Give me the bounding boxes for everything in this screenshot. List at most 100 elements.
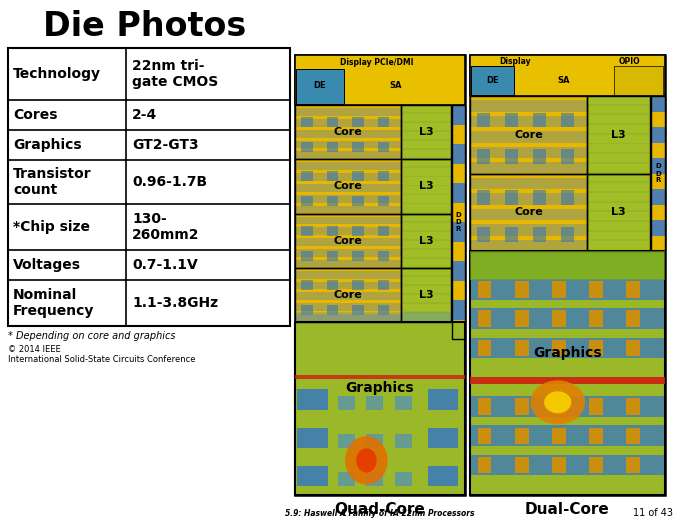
Text: Graphics: Graphics <box>533 346 602 360</box>
Bar <box>401 302 451 313</box>
Bar <box>401 230 451 241</box>
Bar <box>589 281 603 298</box>
Bar <box>477 227 490 242</box>
Bar <box>626 457 639 473</box>
Ellipse shape <box>356 448 376 472</box>
Bar <box>452 222 465 242</box>
Bar <box>587 123 650 135</box>
Bar <box>470 131 587 142</box>
Bar <box>327 117 338 127</box>
Bar <box>401 284 451 295</box>
Text: *Chip size: *Chip size <box>13 220 90 234</box>
Bar <box>295 351 465 370</box>
Text: DE: DE <box>313 82 326 90</box>
Text: 0.96-1.7B: 0.96-1.7B <box>132 175 207 189</box>
Bar <box>626 427 639 444</box>
Bar <box>587 210 650 222</box>
Bar <box>515 457 528 473</box>
Bar <box>533 150 546 164</box>
Bar <box>626 281 639 298</box>
Bar <box>295 105 401 159</box>
Bar <box>295 322 465 370</box>
Bar <box>295 260 401 268</box>
Bar <box>471 454 664 475</box>
Bar <box>452 320 465 339</box>
Bar <box>295 159 401 213</box>
Text: 130-
260mm2: 130- 260mm2 <box>132 212 199 242</box>
Bar <box>301 225 313 235</box>
Bar <box>338 396 355 410</box>
Bar <box>552 457 565 473</box>
Text: Nominal
Frequency: Nominal Frequency <box>13 288 94 318</box>
Text: Core: Core <box>514 130 543 140</box>
Bar <box>589 398 603 415</box>
Bar <box>327 305 338 315</box>
Bar <box>587 152 650 164</box>
Bar <box>401 213 451 268</box>
Bar <box>353 142 364 152</box>
Bar <box>401 221 451 232</box>
Text: Transistor
count: Transistor count <box>13 167 92 197</box>
Bar <box>651 235 665 251</box>
Bar <box>515 66 612 95</box>
Bar <box>515 69 612 73</box>
Bar <box>470 55 665 96</box>
Bar <box>353 251 364 261</box>
Bar <box>470 96 587 174</box>
Bar <box>452 300 465 320</box>
Text: Graphics: Graphics <box>13 138 81 152</box>
Bar <box>353 280 364 290</box>
Text: * Depending on core and graphics: * Depending on core and graphics <box>8 331 176 341</box>
Bar <box>478 281 492 298</box>
Bar <box>477 150 490 164</box>
Bar <box>471 396 664 417</box>
Bar <box>478 427 492 444</box>
Bar <box>401 293 451 304</box>
Text: Cores: Cores <box>13 108 58 122</box>
Bar <box>401 268 451 322</box>
Bar <box>295 184 401 192</box>
Bar <box>295 314 401 322</box>
Bar <box>587 191 650 202</box>
Bar <box>353 225 364 235</box>
Bar <box>401 311 451 322</box>
Bar <box>587 142 650 154</box>
Text: Die Photos: Die Photos <box>43 9 247 42</box>
Bar <box>428 427 458 448</box>
Bar <box>587 133 650 144</box>
Bar <box>295 342 465 361</box>
Text: OPIO: OPIO <box>619 56 641 66</box>
Bar <box>587 201 650 212</box>
Bar <box>295 105 401 159</box>
Bar <box>651 189 665 204</box>
Bar <box>366 472 383 486</box>
Bar <box>587 96 650 174</box>
Text: DE: DE <box>486 76 499 85</box>
Bar <box>344 69 447 104</box>
Bar <box>515 90 612 95</box>
Bar <box>587 220 650 232</box>
Bar <box>470 178 587 189</box>
Bar <box>651 220 665 235</box>
Bar <box>626 311 639 327</box>
Bar <box>378 225 389 235</box>
Bar <box>587 172 650 183</box>
Bar <box>452 124 465 144</box>
Bar <box>344 90 447 95</box>
Bar <box>515 76 612 81</box>
Bar <box>327 251 338 261</box>
Bar <box>301 117 313 127</box>
Bar <box>295 217 401 224</box>
Bar <box>295 108 401 116</box>
Bar <box>552 281 565 298</box>
Text: 2-4: 2-4 <box>132 108 157 122</box>
Ellipse shape <box>530 380 585 424</box>
Bar <box>452 339 465 356</box>
Bar <box>344 73 447 78</box>
Bar <box>295 173 401 181</box>
Bar <box>401 166 451 177</box>
Text: Dual-Core: Dual-Core <box>525 502 610 517</box>
Bar <box>452 164 465 183</box>
Bar <box>327 197 338 207</box>
Text: D
D
R: D D R <box>456 212 461 232</box>
